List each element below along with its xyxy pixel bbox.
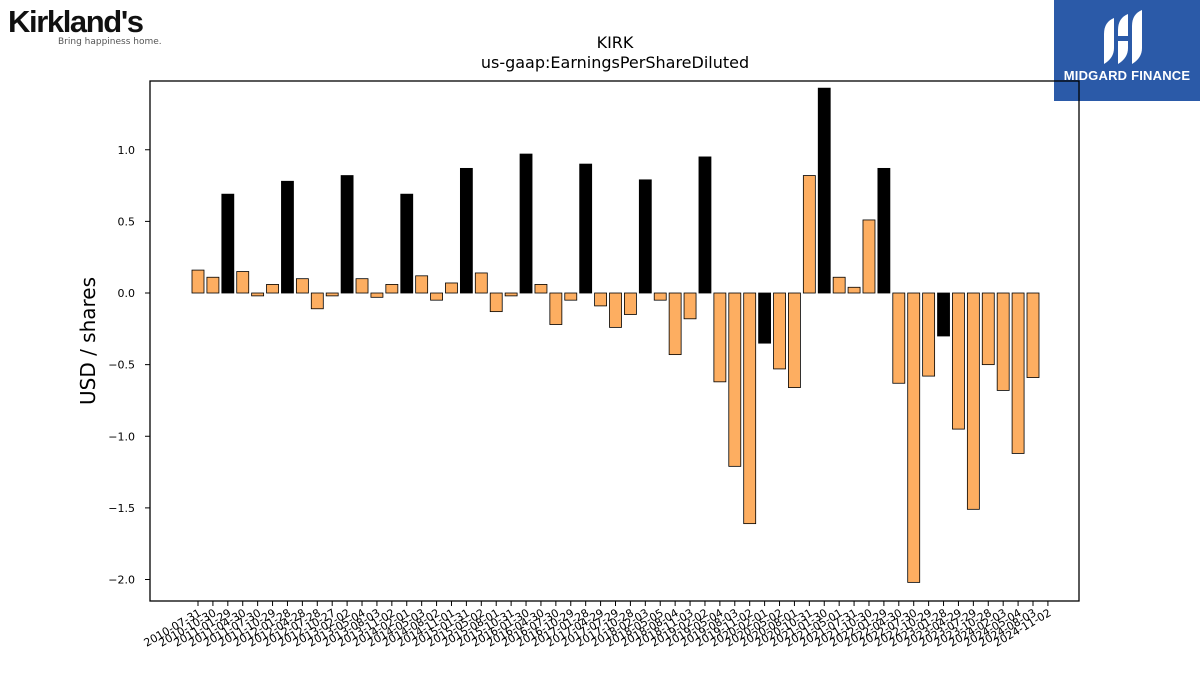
bar — [340, 175, 354, 294]
midgard-finance-emblem-icon — [1104, 10, 1142, 64]
bars-group — [191, 87, 1040, 583]
kirklands-logo: Kirkland's Bring happiness home. — [8, 4, 168, 52]
chart-subtitle: us-gaap:EarningsPerShareDiluted — [481, 53, 749, 72]
bar — [698, 156, 712, 294]
bar — [459, 167, 473, 294]
bar — [862, 219, 876, 294]
midgard-finance-logo: MIDGARD FINANCE — [1054, 0, 1200, 101]
bar — [474, 272, 488, 294]
y-tick-label: −1.5 — [108, 502, 135, 515]
bar — [191, 269, 205, 294]
bar — [668, 292, 682, 356]
chart-title: KIRK — [597, 33, 634, 52]
bar — [952, 292, 965, 430]
bar — [251, 292, 265, 297]
bar — [996, 292, 1010, 391]
bar — [445, 282, 458, 294]
bar — [519, 153, 533, 294]
bar — [802, 175, 816, 294]
bar — [266, 284, 279, 294]
bar — [385, 284, 399, 294]
bar — [1026, 292, 1040, 378]
y-tick-label: 1.0 — [118, 144, 136, 157]
bar — [713, 292, 727, 383]
bar — [355, 278, 369, 294]
y-tick-label: −1.0 — [108, 430, 135, 443]
bar — [415, 275, 429, 294]
bar — [310, 292, 324, 310]
bar — [609, 292, 622, 328]
kirklands-logo-tagline: Bring happiness home. — [58, 37, 162, 47]
bar — [937, 292, 950, 337]
bar — [832, 276, 846, 294]
bar — [966, 292, 980, 510]
y-tick-label: −2.0 — [108, 574, 135, 587]
bar — [281, 180, 294, 294]
bar — [817, 87, 831, 294]
bar — [653, 292, 667, 301]
bar — [594, 292, 607, 307]
bar — [728, 292, 742, 467]
bar — [847, 286, 861, 294]
bar — [638, 179, 652, 294]
bar — [295, 278, 309, 294]
bar — [773, 292, 786, 370]
bar — [236, 271, 250, 294]
bar — [981, 292, 995, 366]
bar — [788, 292, 801, 388]
bar — [1011, 292, 1025, 454]
midgard-finance-name: MIDGARD FINANCE — [1063, 68, 1191, 83]
y-tick-label: 0.0 — [118, 287, 136, 300]
y-axis: −2.0 −1.5 −1.0 −0.5 0.0 0.5 1.0 — [108, 144, 150, 587]
bar — [877, 167, 891, 294]
bar — [504, 292, 518, 297]
y-tick-label: 0.5 — [118, 215, 136, 228]
bar — [221, 193, 235, 294]
bar — [489, 292, 503, 313]
x-axis: 2010-07-312010-10-302011-01-292011-04-30… — [142, 601, 1053, 650]
bar — [400, 193, 414, 294]
y-axis-label: USD / shares — [76, 277, 100, 405]
bar — [579, 163, 593, 294]
bar — [907, 292, 921, 583]
bar — [534, 284, 548, 294]
y-tick-label: −0.5 — [108, 359, 135, 372]
bar — [683, 292, 697, 320]
bar — [892, 292, 906, 384]
bar — [564, 292, 578, 301]
plot-frame — [149, 80, 1080, 602]
bar — [370, 292, 384, 298]
bar — [206, 276, 220, 294]
kirklands-logo-wordmark: Kirkland's — [8, 4, 144, 39]
bar — [549, 292, 563, 325]
bar — [922, 292, 936, 377]
bar — [624, 292, 637, 315]
bar — [325, 292, 339, 297]
bar — [430, 292, 443, 301]
bar — [743, 292, 757, 525]
bar — [758, 292, 772, 344]
